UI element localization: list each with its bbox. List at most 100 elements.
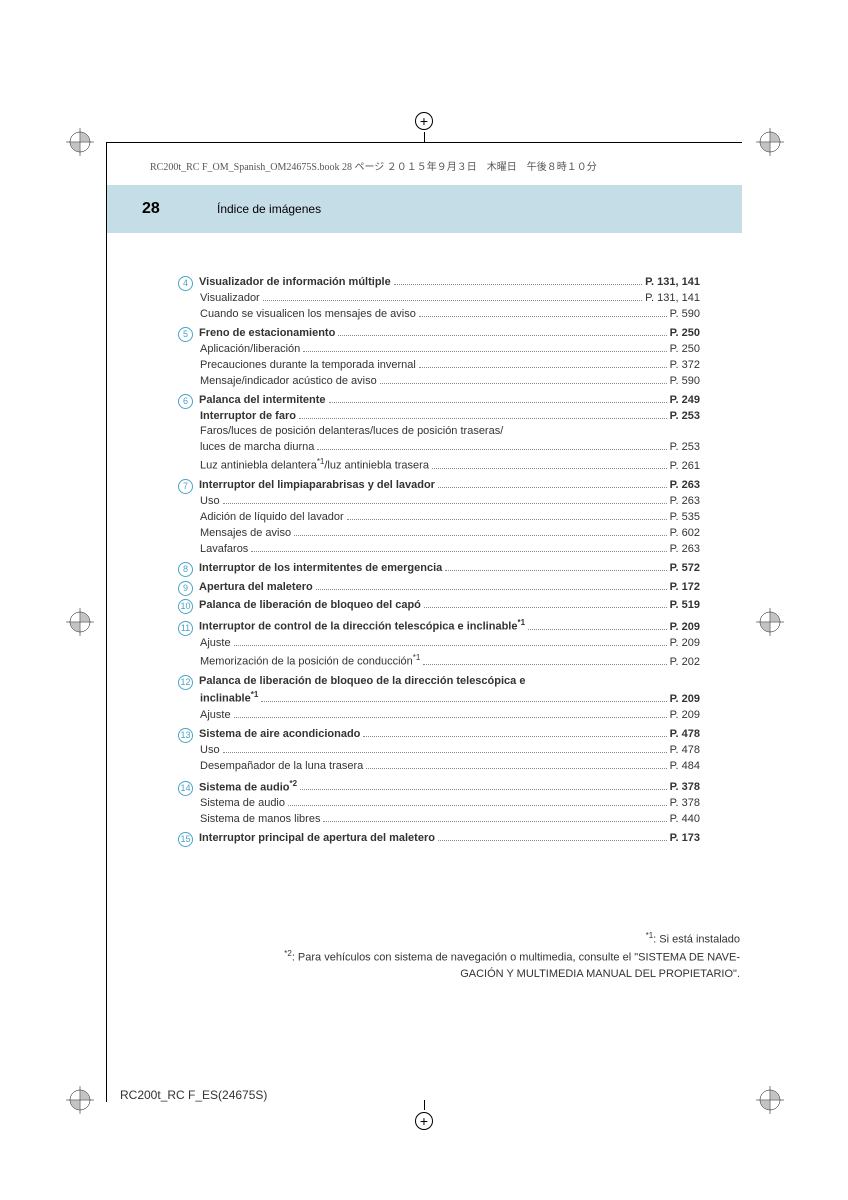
section-number-badge: 9 — [178, 581, 193, 596]
header-title: Índice de imágenes — [217, 202, 321, 216]
index-entry-main: inclinable*1P. 209 — [200, 689, 700, 708]
footnote-2: *2: Para vehículos con sistema de navega… — [180, 948, 740, 983]
entry-label: Palanca del intermitente — [199, 393, 326, 409]
index-entry-sub: VisualizadorP. 131, 141 — [200, 291, 700, 307]
leader-dots — [419, 316, 667, 317]
entry-page: P. 209 — [670, 692, 700, 708]
index-entry-sub: Precauciones durante la temporada invern… — [200, 358, 700, 374]
leader-dots — [263, 300, 642, 301]
index-section: 5Freno de estacionamientoP. 250Aplicació… — [200, 326, 700, 390]
leader-dots — [234, 717, 667, 718]
leader-dots — [317, 449, 666, 450]
entry-label: Uso — [200, 494, 220, 510]
leader-dots — [347, 519, 667, 520]
index-section: 13Sistema de aire acondicionadoP. 478Uso… — [200, 727, 700, 775]
entry-label: Palanca de liberación de bloqueo del cap… — [199, 598, 421, 614]
entry-page: P. 209 — [670, 620, 700, 636]
entry-label: Interruptor del limpiaparabrisas y del l… — [199, 478, 435, 494]
entry-label: Lavafaros — [200, 542, 248, 558]
crop-mark-br — [756, 1086, 784, 1114]
section-number-badge: 13 — [178, 728, 193, 743]
leader-dots — [432, 468, 667, 469]
entry-page: P. 535 — [670, 510, 700, 526]
entry-page: P. 263 — [670, 478, 700, 494]
entry-page: P. 209 — [670, 636, 700, 652]
index-entry-main: 11Interruptor de control de la dirección… — [200, 617, 700, 636]
index-section: 11Interruptor de control de la dirección… — [200, 617, 700, 670]
leader-dots — [366, 768, 666, 769]
entry-label: Aplicación/liberación — [200, 342, 300, 358]
index-entry-sub: Cuando se visualicen los mensajes de avi… — [200, 307, 700, 323]
index-entry-sub: Faros/luces de posición delanteras/luces… — [200, 424, 700, 440]
leader-dots — [223, 503, 667, 504]
entry-label: Sistema de audio — [200, 796, 285, 812]
entry-label: Precauciones durante la temporada invern… — [200, 358, 416, 374]
index-section: 7Interruptor del limpiaparabrisas y del … — [200, 478, 700, 558]
tick-top — [424, 132, 425, 142]
leader-dots — [234, 645, 667, 646]
index-section: 4Visualizador de información múltipleP. … — [200, 275, 700, 323]
entry-label: Ajuste — [200, 708, 231, 724]
section-number-badge: 6 — [178, 394, 193, 409]
leader-dots — [223, 752, 667, 753]
entry-label: Visualizador de información múltiple — [199, 275, 391, 291]
entry-label: Mensajes de aviso — [200, 526, 291, 542]
index-entry-main: 6Palanca del intermitenteP. 249 — [200, 393, 700, 409]
entry-page: P. 261 — [670, 459, 700, 475]
entry-page: P. 378 — [670, 796, 700, 812]
index-entry-main: 10Palanca de liberación de bloqueo del c… — [200, 598, 700, 614]
entry-page: P. 202 — [670, 655, 700, 671]
leader-dots — [251, 551, 666, 552]
index-section: 8Interruptor de los intermitentes de eme… — [200, 561, 700, 577]
entry-label: Adición de líquido del lavador — [200, 510, 344, 526]
entry-label: Sistema de manos libres — [200, 812, 320, 828]
crop-mark-bl — [66, 1086, 94, 1114]
entry-page: P. 590 — [670, 374, 700, 390]
crop-mark-mr — [756, 608, 784, 636]
index-entry-sub: Sistema de manos libres P. 440 — [200, 812, 700, 828]
entry-label: Palanca de liberación de bloqueo de la d… — [199, 674, 525, 690]
entry-label: Mensaje/indicador acústico de aviso — [200, 374, 377, 390]
leader-dots — [303, 351, 666, 352]
leader-dots — [445, 570, 666, 571]
index-entry-main: 13Sistema de aire acondicionadoP. 478 — [200, 727, 700, 743]
entry-page: P. 253 — [670, 409, 700, 425]
index-entry-sub: Desempañador de la luna trasera P. 484 — [200, 759, 700, 775]
entry-label: luces de marcha diurna — [200, 440, 314, 456]
index-entry-sub: Mensaje/indicador acústico de aviso P. 59… — [200, 374, 700, 390]
index-entry-sub: UsoP. 478 — [200, 743, 700, 759]
leader-dots — [299, 418, 667, 419]
leader-dots — [419, 367, 667, 368]
leader-dots — [329, 402, 667, 403]
leader-dots — [394, 284, 642, 285]
entry-page: P. 478 — [670, 727, 700, 743]
footer-code: RC200t_RC F_ES(24675S) — [120, 1088, 267, 1102]
entry-page: P. 209 — [670, 708, 700, 724]
entry-page: P. 253 — [670, 440, 700, 456]
entry-page: P. 484 — [670, 759, 700, 775]
entry-page: P. 250 — [670, 326, 700, 342]
index-section: 10Palanca de liberación de bloqueo del c… — [200, 598, 700, 614]
entry-label: Sistema de audio*2 — [199, 778, 297, 797]
entry-page: P. 250 — [670, 342, 700, 358]
leader-dots — [261, 701, 666, 702]
leader-dots — [323, 821, 666, 822]
entry-label: Sistema de aire acondicionado — [199, 727, 360, 743]
entry-page: P. 440 — [670, 812, 700, 828]
index-section: 12Palanca de liberación de bloqueo de la… — [200, 674, 700, 724]
page-number: 28 — [142, 200, 160, 218]
entry-label: Interruptor de faro — [200, 409, 296, 425]
header-bar: 28 Índice de imágenes — [107, 185, 742, 233]
entry-page: P. 263 — [670, 542, 700, 558]
entry-label: Desempañador de la luna trasera — [200, 759, 363, 775]
index-entry-main: 9Apertura del maleteroP. 172 — [200, 580, 700, 596]
leader-dots — [438, 487, 667, 488]
index-section: 14Sistema de audio*2P. 378Sistema de aud… — [200, 778, 700, 828]
index-entry-sub: Lavafaros P. 263 — [200, 542, 700, 558]
index-content: 4Visualizador de información múltipleP. … — [200, 275, 700, 850]
leader-dots — [424, 607, 667, 608]
index-entry-sub: Mensajes de avisoP. 602 — [200, 526, 700, 542]
entry-label: Freno de estacionamiento — [199, 326, 335, 342]
index-entry-sub: AjusteP. 209 — [200, 636, 700, 652]
index-entry-sub: luces de marcha diurna P. 253 — [200, 440, 700, 456]
